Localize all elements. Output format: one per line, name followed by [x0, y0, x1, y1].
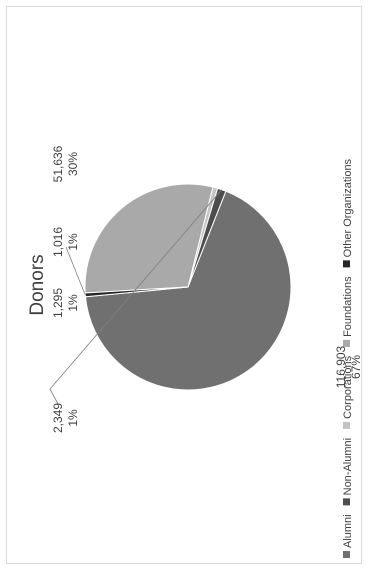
value-label-non-alumni: 2,349 [51, 403, 65, 433]
percent-label-foundations: 30% [66, 152, 80, 176]
value-label-other-organizations: 1,016 [51, 227, 65, 257]
percent-label-non-alumni: 1% [66, 409, 80, 427]
legend-label-other-organizations: Other Organizations [342, 158, 354, 257]
legend: Alumni Non-Alumni Corporations Foundations O… [342, 158, 354, 558]
legend-swatch-alumni [343, 551, 350, 558]
percent-label-corporations: 1% [66, 294, 80, 312]
legend-swatch-other-organizations [343, 260, 350, 267]
legend-swatch-foundations [343, 340, 350, 347]
legend-label-foundations: Foundations [342, 276, 354, 337]
value-label-corporations: 1,295 [51, 288, 65, 318]
legend-label-non-alumni: Non-Alumni [342, 438, 354, 495]
chart-title: Donors [27, 254, 48, 315]
legend-label-corporations: Corporations [342, 355, 354, 418]
legend-swatch-corporations [343, 422, 350, 429]
pie-slices [85, 184, 291, 390]
legend-label-alumni: Alumni [342, 514, 354, 548]
value-label-foundations: 51,636 [51, 145, 65, 182]
legend-swatch-non-alumni [343, 498, 350, 505]
percent-label-other-organizations: 1% [66, 233, 80, 251]
leader-line-other-organizations [66, 247, 85, 295]
